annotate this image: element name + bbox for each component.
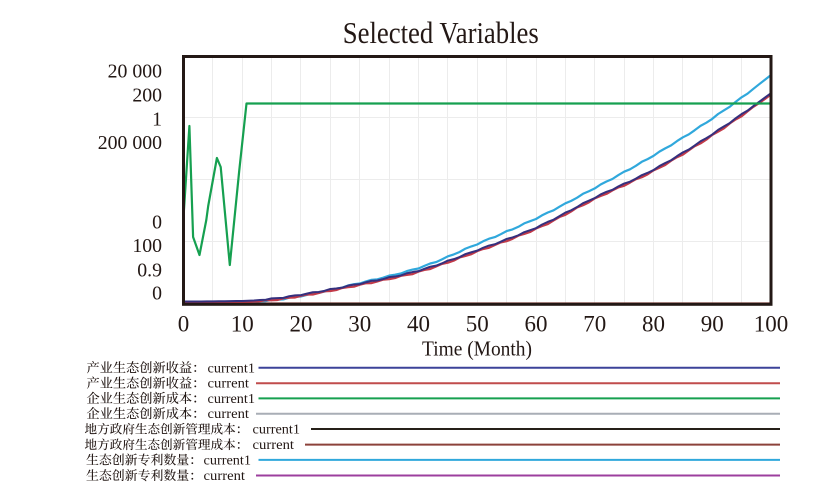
svg-text:1: 1 bbox=[152, 109, 162, 131]
svg-text:current1: current1 bbox=[253, 422, 301, 437]
svg-text:90: 90 bbox=[701, 312, 724, 337]
svg-text:current: current bbox=[253, 437, 295, 452]
svg-text:20: 20 bbox=[290, 312, 313, 337]
svg-text:Time (Month): Time (Month) bbox=[422, 336, 532, 360]
svg-text:Selected Variables: Selected Variables bbox=[343, 15, 539, 50]
svg-text:0: 0 bbox=[178, 312, 190, 337]
svg-text:200 000: 200 000 bbox=[98, 132, 162, 154]
svg-text:40: 40 bbox=[407, 312, 430, 337]
svg-text:30: 30 bbox=[348, 312, 371, 337]
svg-text:0.9: 0.9 bbox=[137, 260, 162, 282]
svg-text:100: 100 bbox=[754, 312, 789, 337]
svg-text:current1: current1 bbox=[204, 452, 252, 467]
svg-text:70: 70 bbox=[583, 312, 606, 337]
svg-text:0: 0 bbox=[152, 283, 162, 305]
svg-text:0: 0 bbox=[152, 212, 162, 234]
svg-text:20 000: 20 000 bbox=[108, 61, 163, 83]
svg-text:200: 200 bbox=[132, 85, 162, 107]
svg-text:10: 10 bbox=[231, 312, 254, 337]
svg-text:current1: current1 bbox=[208, 391, 256, 406]
svg-text:current: current bbox=[208, 376, 250, 391]
svg-text:50: 50 bbox=[466, 312, 489, 337]
svg-text:80: 80 bbox=[642, 312, 665, 337]
svg-text:100: 100 bbox=[132, 235, 162, 257]
svg-text:current: current bbox=[208, 406, 250, 421]
svg-text:current1: current1 bbox=[208, 360, 256, 375]
svg-text:60: 60 bbox=[525, 312, 548, 337]
svg-text:current: current bbox=[204, 468, 246, 483]
